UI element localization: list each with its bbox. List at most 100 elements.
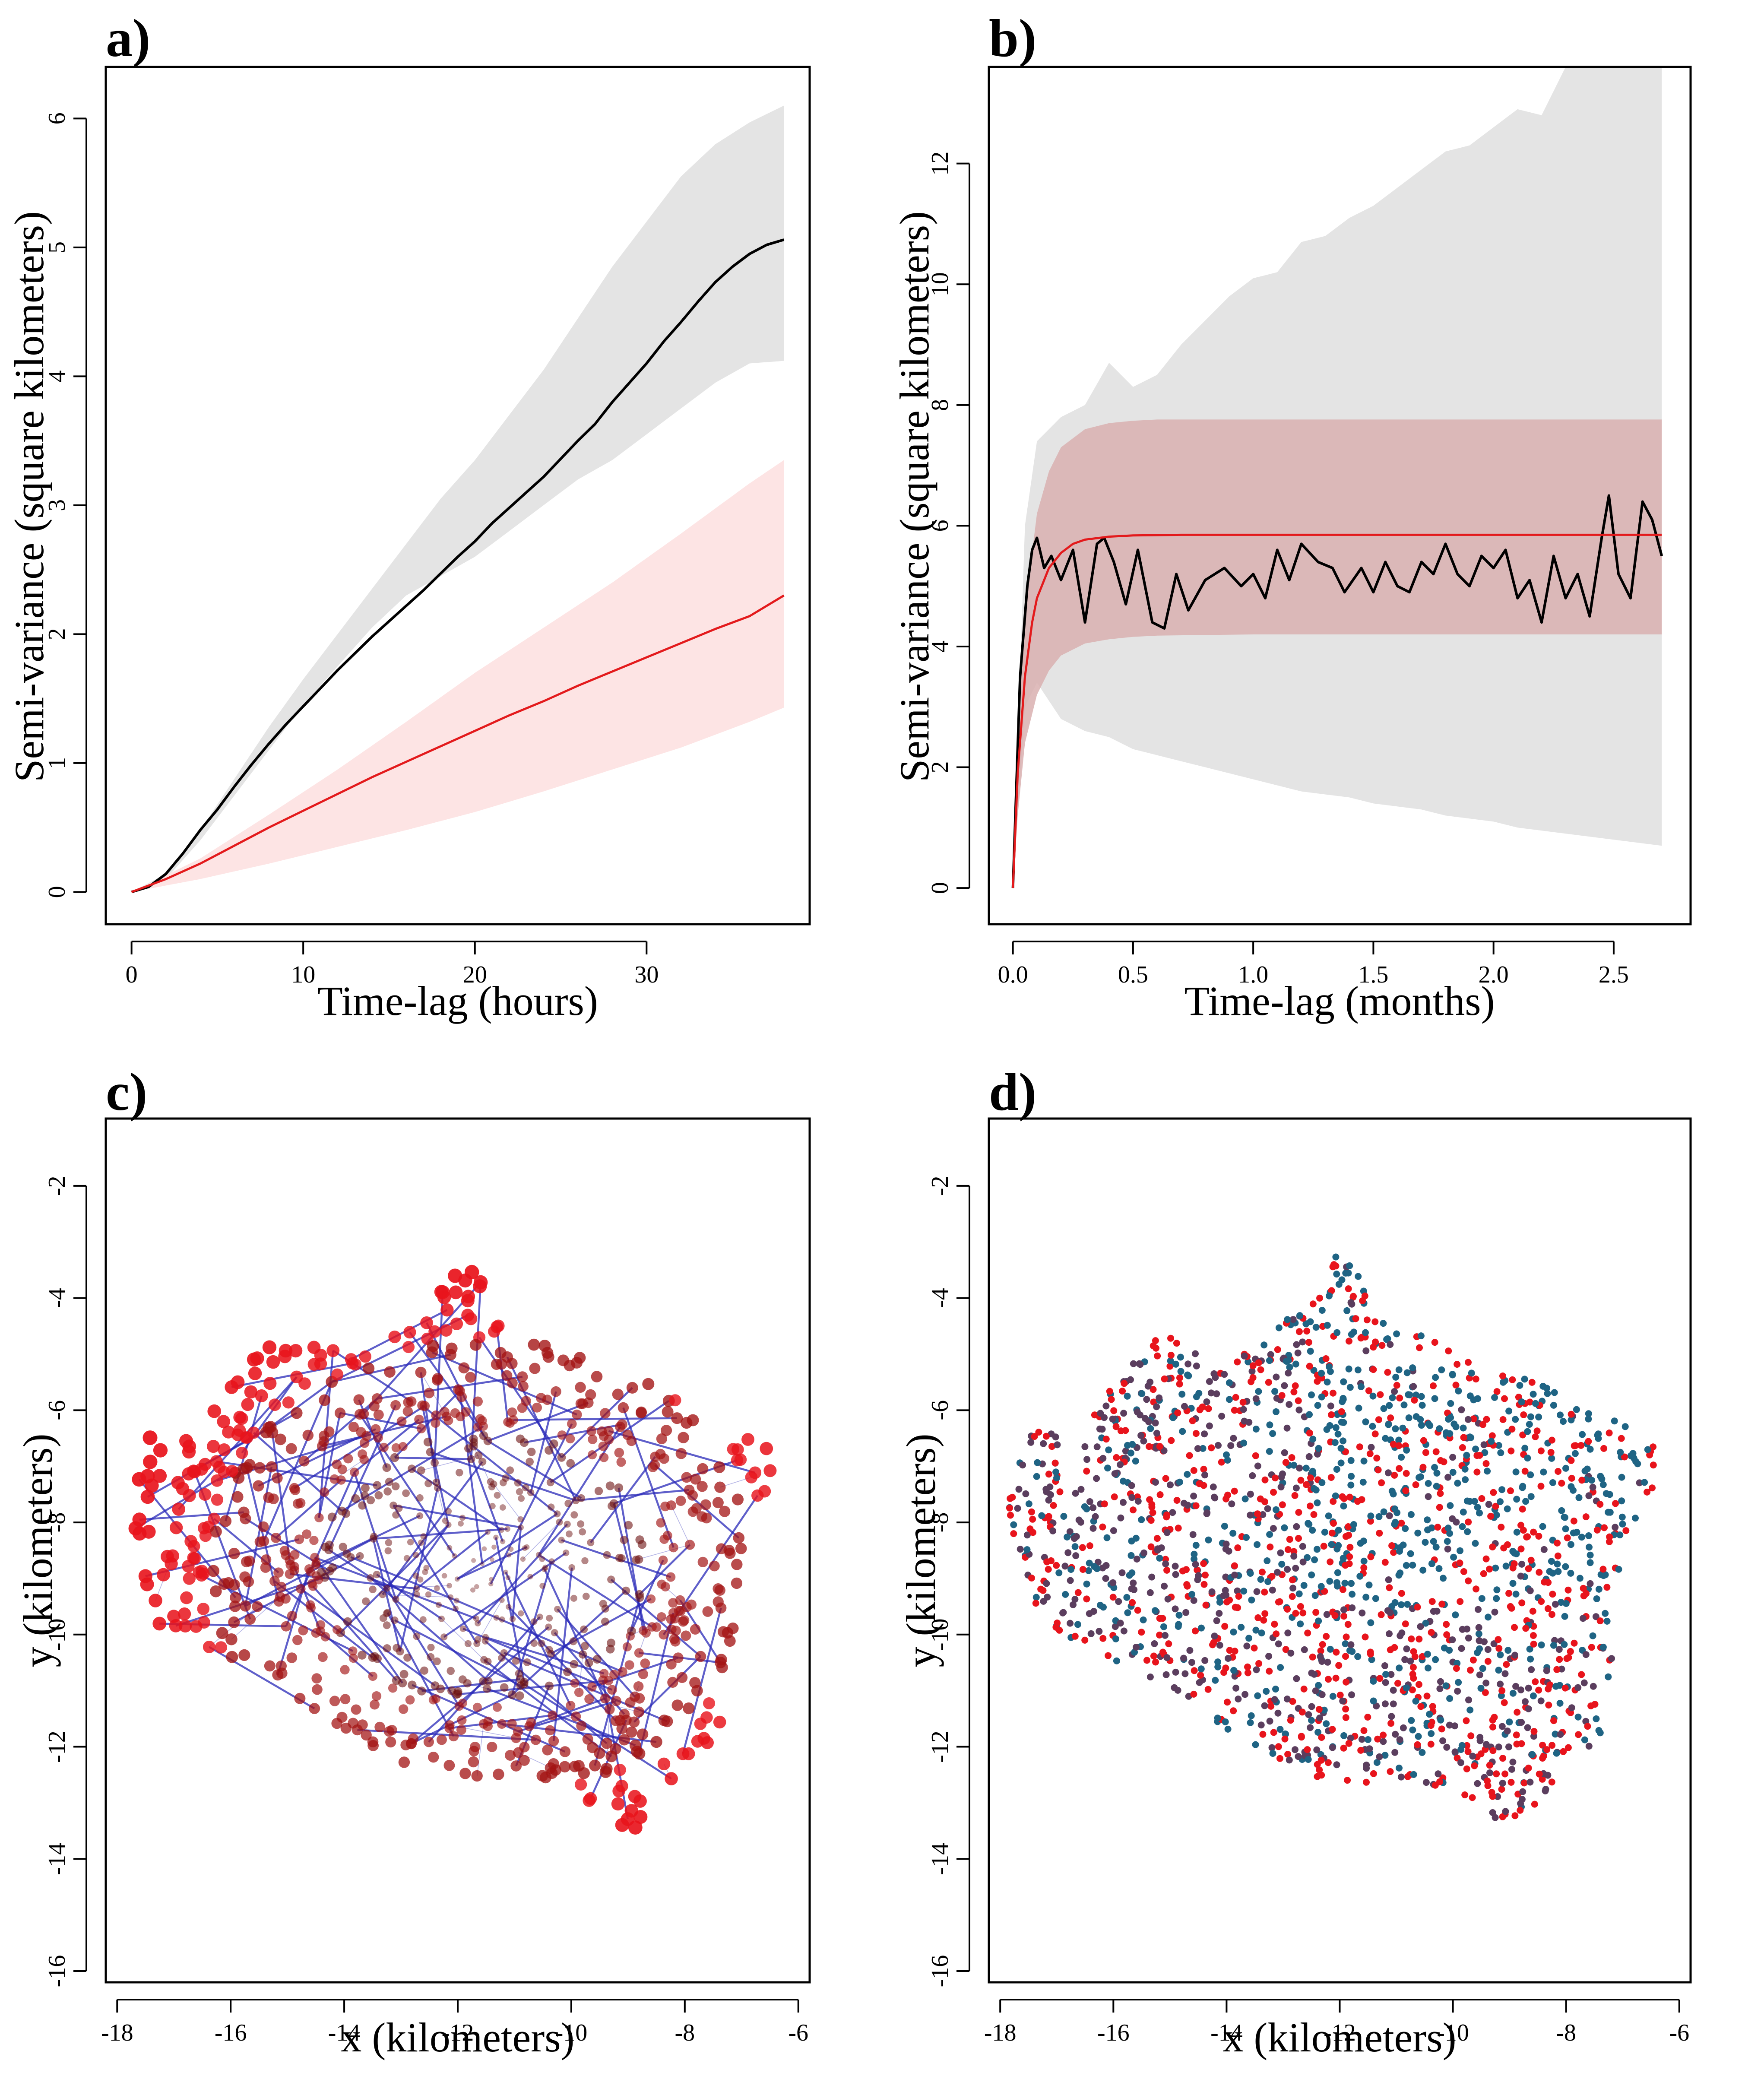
location-point [1497,1498,1504,1506]
location-point [1243,1642,1251,1650]
location-point [1342,1640,1349,1648]
location-point [1079,1566,1086,1573]
track-segment [314,1556,403,1684]
location-point [1370,1366,1377,1373]
location-point [1479,1665,1486,1672]
location-point [198,1616,210,1629]
location-point [1284,1606,1291,1613]
location-point [1109,1415,1116,1423]
location-point [1408,1717,1415,1724]
location-point [1329,1726,1336,1733]
location-point [1590,1683,1597,1690]
location-point [1128,1537,1135,1545]
location-point [337,1506,346,1515]
location-point [1535,1533,1542,1540]
track-segment [495,1537,526,1683]
location-point [1163,1529,1171,1536]
location-point [1485,1613,1492,1621]
location-point [1043,1580,1050,1587]
location-point [1176,1374,1183,1382]
location-point [1538,1598,1545,1605]
location-point [733,1532,745,1544]
location-point [1360,1458,1368,1464]
location-point [1276,1726,1284,1733]
location-point [1245,1635,1253,1642]
location-point [1348,1580,1355,1587]
panel-a-y-title: Semi-variance (square kilometers) [6,211,52,782]
location-point [359,1350,371,1363]
location-point [243,1576,254,1588]
location-point [1214,1658,1222,1666]
track-segment [312,1585,397,1681]
location-point [1382,1679,1389,1686]
empirical-semivariance-line [1011,494,1663,888]
location-point [714,1481,726,1493]
location-point [1278,1392,1286,1399]
track-segment [456,1513,558,1580]
track-segment [456,1546,527,1580]
location-point [1039,1587,1047,1594]
location-point [444,1723,455,1734]
location-point [1470,1396,1477,1404]
location-point [1458,1645,1465,1652]
location-point [445,1508,452,1515]
location-point [260,1562,271,1573]
location-point [1493,1770,1500,1778]
location-point [516,1488,523,1496]
location-point [1241,1417,1248,1425]
location-point [447,1583,452,1588]
location-point [697,1511,707,1522]
track-segment [274,1580,374,1658]
location-point [1517,1545,1525,1553]
location-point [240,1600,251,1612]
location-point [1428,1730,1435,1737]
location-point [1602,1610,1609,1617]
panel-d-y-axis: -16-14-12-10-8-6-4-2 [927,1176,970,1987]
location-point [518,1381,529,1392]
panel-c-x-title: x (kilometers) [341,2014,574,2060]
x-tick-label: 1.5 [1358,961,1388,988]
location-point [1530,1640,1537,1648]
location-point [1387,1341,1394,1348]
location-point [442,1518,449,1524]
location-point [709,1560,720,1572]
location-point [1505,1407,1513,1415]
location-point [225,1633,238,1645]
location-point [1365,1736,1371,1743]
location-point [614,1715,626,1726]
location-point [540,1772,551,1784]
location-point [1342,1714,1349,1721]
location-point [1211,1494,1219,1502]
location-point [1380,1320,1387,1327]
location-point [545,1646,553,1654]
location-point [1278,1560,1286,1568]
location-point [276,1660,287,1672]
location-point [423,1737,434,1747]
location-point [1563,1655,1571,1662]
location-point [1278,1474,1285,1481]
location-point [719,1506,731,1517]
location-point [1476,1734,1484,1741]
location-point [431,1458,439,1467]
location-point [633,1681,644,1692]
location-point [1507,1778,1515,1786]
location-point [1375,1513,1383,1520]
location-point [735,1543,747,1554]
location-point [1598,1475,1606,1483]
location-point [1438,1601,1446,1608]
location-point [640,1658,650,1668]
location-point [622,1642,632,1651]
location-point [356,1552,364,1560]
location-point [734,1453,747,1466]
location-point [1412,1697,1419,1705]
location-point [1290,1553,1298,1560]
location-point [1161,1375,1168,1382]
location-point [1432,1656,1439,1663]
location-point [580,1642,589,1650]
location-point [1412,1481,1419,1488]
location-point [479,1431,488,1440]
location-point [187,1540,200,1553]
location-point [334,1407,346,1419]
panel-a-frame [105,66,811,926]
location-point [1454,1361,1461,1368]
